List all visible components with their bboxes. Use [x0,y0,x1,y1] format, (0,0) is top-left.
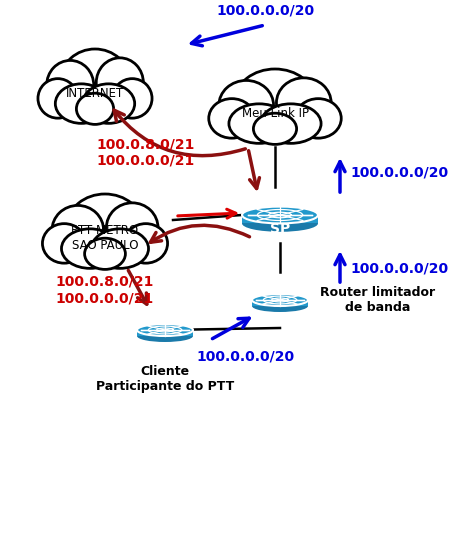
Polygon shape [137,330,193,336]
Polygon shape [252,300,308,306]
Text: Router limitador
de banda: Router limitador de banda [320,286,435,314]
Ellipse shape [42,224,86,263]
Ellipse shape [77,93,113,125]
Ellipse shape [137,324,193,336]
Ellipse shape [254,113,297,144]
Ellipse shape [229,104,290,143]
Ellipse shape [55,84,107,123]
Ellipse shape [137,330,193,342]
Ellipse shape [106,203,158,253]
Text: PTT METRO
SAO PAULO: PTT METRO SAO PAULO [71,224,139,252]
Ellipse shape [242,206,318,223]
Ellipse shape [242,215,318,232]
Ellipse shape [209,99,255,138]
Ellipse shape [261,104,321,143]
Text: SP: SP [270,222,290,236]
Ellipse shape [61,49,129,112]
Ellipse shape [252,294,308,306]
Ellipse shape [295,99,341,138]
Text: 100.0.0.0/20: 100.0.0.0/20 [350,261,448,275]
Ellipse shape [47,60,94,110]
Text: 100.0.8.0/21
100.0.0.0/21: 100.0.8.0/21 100.0.0.0/21 [97,138,195,168]
Ellipse shape [124,224,168,263]
Ellipse shape [252,300,308,312]
Ellipse shape [52,205,104,255]
Ellipse shape [235,69,315,132]
Ellipse shape [96,58,143,108]
Text: Cliente
Participante do PTT: Cliente Participante do PTT [96,365,234,393]
Ellipse shape [38,79,78,118]
Ellipse shape [219,80,274,130]
Ellipse shape [62,229,119,268]
Ellipse shape [276,78,331,128]
Polygon shape [242,215,318,223]
Text: 100.0.0.0/20: 100.0.0.0/20 [196,350,294,364]
Ellipse shape [113,79,152,118]
Ellipse shape [83,84,134,123]
Text: 100.0.8.0/21
100.0.0.0/21: 100.0.8.0/21 100.0.0.0/21 [55,275,153,305]
Text: Meu Link IP: Meu Link IP [241,107,309,120]
Text: 100.0.0.0/20: 100.0.0.0/20 [216,4,314,18]
Text: 100.0.0.0/20: 100.0.0.0/20 [350,165,448,179]
Text: INTERNET: INTERNET [66,87,124,100]
Ellipse shape [68,194,142,257]
Ellipse shape [85,238,126,270]
Ellipse shape [92,229,149,268]
